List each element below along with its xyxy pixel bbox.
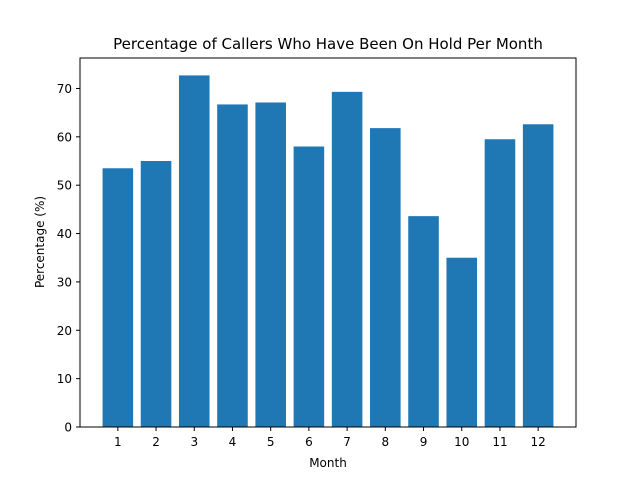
bar-month-1 xyxy=(102,168,134,427)
bar-month-5 xyxy=(255,102,286,428)
x-tick-label: 6 xyxy=(305,435,313,449)
x-axis-label: Month xyxy=(309,456,347,470)
x-tick-label: 10 xyxy=(454,435,469,449)
y-tick-label: 10 xyxy=(57,372,72,386)
x-tick-label: 9 xyxy=(420,435,428,449)
bar-month-9 xyxy=(408,216,439,427)
bar-month-11 xyxy=(484,139,516,427)
x-tick-label: 7 xyxy=(343,435,351,449)
bar-month-4 xyxy=(217,104,248,428)
y-axis-label: Percentage (%) xyxy=(33,196,47,288)
y-tick-label: 70 xyxy=(57,82,72,96)
plot-frame xyxy=(79,57,577,428)
y-axis: 0 10 20 30 40 50 60 70 xyxy=(57,82,80,435)
y-tick-label: 60 xyxy=(57,130,72,144)
x-axis: 1 2 3 4 5 6 7 8 9 10 11 12 xyxy=(114,427,546,449)
x-tick-label: 11 xyxy=(492,435,507,449)
chart-title: Percentage of Callers Who Have Been On H… xyxy=(113,35,543,53)
bar-month-8 xyxy=(370,128,401,427)
y-tick-label: 20 xyxy=(57,324,72,338)
x-tick-label: 2 xyxy=(152,435,160,449)
x-tick-label: 1 xyxy=(114,435,122,449)
y-tick-label: 30 xyxy=(57,275,72,289)
y-tick-label: 50 xyxy=(57,179,72,193)
x-tick-label: 3 xyxy=(190,435,198,449)
x-tick-label: 4 xyxy=(229,435,237,449)
bar-month-7 xyxy=(331,91,363,427)
y-tick-label: 0 xyxy=(64,421,72,435)
bar-month-12 xyxy=(522,124,554,427)
x-tick-label: 5 xyxy=(267,435,275,449)
bar-month-6 xyxy=(293,146,325,427)
bars-group xyxy=(102,75,554,428)
y-tick-label: 40 xyxy=(57,227,72,241)
bar-month-10 xyxy=(446,257,478,427)
x-tick-label: 12 xyxy=(531,435,546,449)
bar-month-2 xyxy=(140,161,172,427)
x-tick-label: 8 xyxy=(381,435,389,449)
bar-month-3 xyxy=(178,75,210,427)
